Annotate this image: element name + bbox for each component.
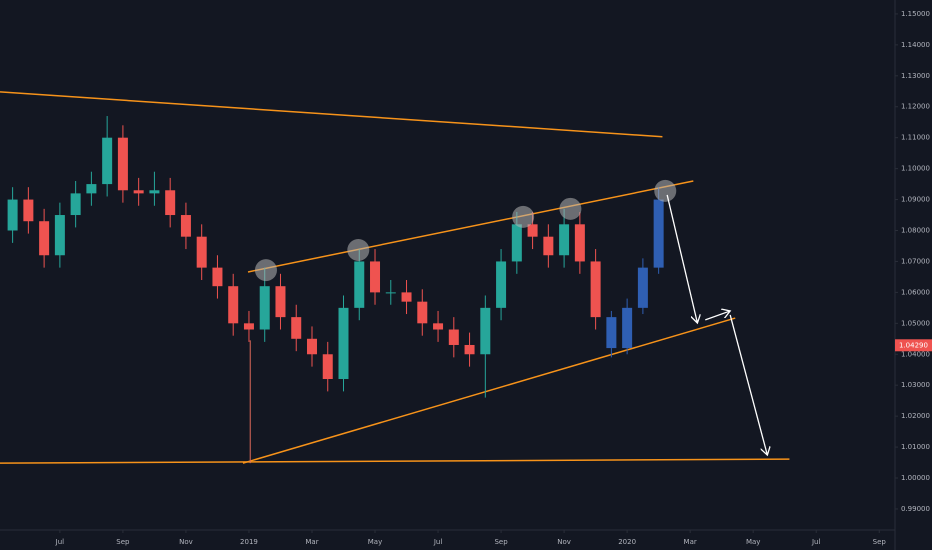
candle-body — [559, 224, 570, 256]
y-tick-label: 1.12000 — [901, 103, 930, 111]
candle-body — [243, 323, 254, 330]
candle-body — [306, 338, 317, 355]
x-tick-label: Jul — [55, 538, 65, 546]
candle-body — [102, 137, 113, 185]
candle-body — [385, 292, 396, 294]
candle-body — [338, 307, 349, 380]
candle-body — [54, 215, 65, 256]
trend-line — [247, 180, 694, 273]
candle-body — [228, 286, 239, 324]
candle-body — [496, 261, 507, 308]
candle-body — [259, 286, 270, 330]
x-tick-label: Nov — [179, 538, 193, 546]
candle-body — [354, 261, 365, 308]
y-tick-label: 1.15000 — [901, 10, 930, 18]
candle-body — [448, 329, 459, 345]
price-tag-label: 1.04290 — [899, 341, 928, 349]
candle-body — [180, 215, 191, 237]
x-tick-label: Mar — [305, 538, 318, 546]
arrow — [666, 194, 697, 323]
candle-body — [622, 307, 633, 349]
candle-body — [23, 199, 34, 222]
candle-body — [86, 184, 97, 194]
y-tick-label: 1.10000 — [901, 165, 930, 173]
candle-body — [275, 286, 286, 318]
x-tick-label: Nov — [557, 538, 571, 546]
x-tick-label: Jul — [811, 538, 821, 546]
x-tick-label: Mar — [684, 538, 697, 546]
y-tick-label: 1.06000 — [901, 288, 930, 296]
highlight-circle — [654, 179, 677, 202]
candle-body — [196, 236, 207, 268]
candle-body — [133, 190, 144, 194]
y-tick-label: 1.02000 — [901, 412, 930, 420]
candle-body — [149, 190, 160, 194]
highlight-circle — [347, 238, 370, 261]
y-tick-label: 1.01000 — [901, 443, 930, 451]
y-tick-label: 1.13000 — [901, 72, 930, 80]
candle-body — [322, 354, 333, 380]
x-tick-label: Sep — [494, 538, 508, 546]
candle-body — [401, 292, 412, 302]
y-tick-label: 1.11000 — [901, 134, 930, 142]
x-tick-label: Sep — [873, 538, 887, 546]
highlight-circle — [254, 259, 277, 282]
y-tick-label: 1.14000 — [901, 41, 930, 49]
candle-body — [464, 344, 475, 355]
y-tick-label: 1.03000 — [901, 381, 930, 389]
price-tag-box — [895, 339, 932, 352]
highlight-circle — [559, 197, 582, 220]
x-tick-label: Jul — [433, 538, 443, 546]
candle-body — [117, 137, 128, 191]
candle-body — [527, 224, 538, 237]
x-tick-label: 2020 — [618, 538, 636, 546]
candle-body — [433, 323, 444, 330]
candle-body — [165, 190, 176, 216]
candle-body — [574, 224, 585, 262]
y-tick-label: 1.09000 — [901, 196, 930, 204]
candle-body — [212, 267, 223, 287]
y-tick-label: 1.00000 — [901, 474, 930, 482]
x-tick-label: May — [368, 538, 382, 546]
candle-body — [653, 199, 664, 268]
arrow — [705, 311, 730, 321]
candle-body — [291, 317, 302, 339]
trend-line — [0, 91, 663, 138]
candle-body — [637, 267, 648, 308]
candle-body — [7, 199, 18, 231]
trend-line — [242, 317, 736, 464]
candle-body — [70, 193, 81, 216]
x-tick-label: 2019 — [240, 538, 258, 546]
y-tick-label: 1.05000 — [901, 319, 930, 327]
candle-body — [590, 261, 601, 318]
arrow — [729, 314, 767, 455]
candle-body — [606, 317, 617, 349]
x-tick-label: Sep — [116, 538, 130, 546]
y-tick-label: 0.99000 — [901, 505, 930, 513]
x-tick-label: May — [746, 538, 760, 546]
y-tick-label: 1.07000 — [901, 257, 930, 265]
y-tick-label: 1.04000 — [901, 350, 930, 358]
trend-line — [0, 458, 790, 464]
candle-body — [480, 307, 491, 355]
candle-body — [543, 236, 554, 256]
highlight-circle — [512, 205, 535, 228]
candle-body — [370, 261, 381, 293]
y-tick-label: 1.08000 — [901, 227, 930, 235]
candle-body — [39, 221, 50, 256]
candle-body — [511, 224, 522, 262]
candle-body — [417, 301, 428, 324]
